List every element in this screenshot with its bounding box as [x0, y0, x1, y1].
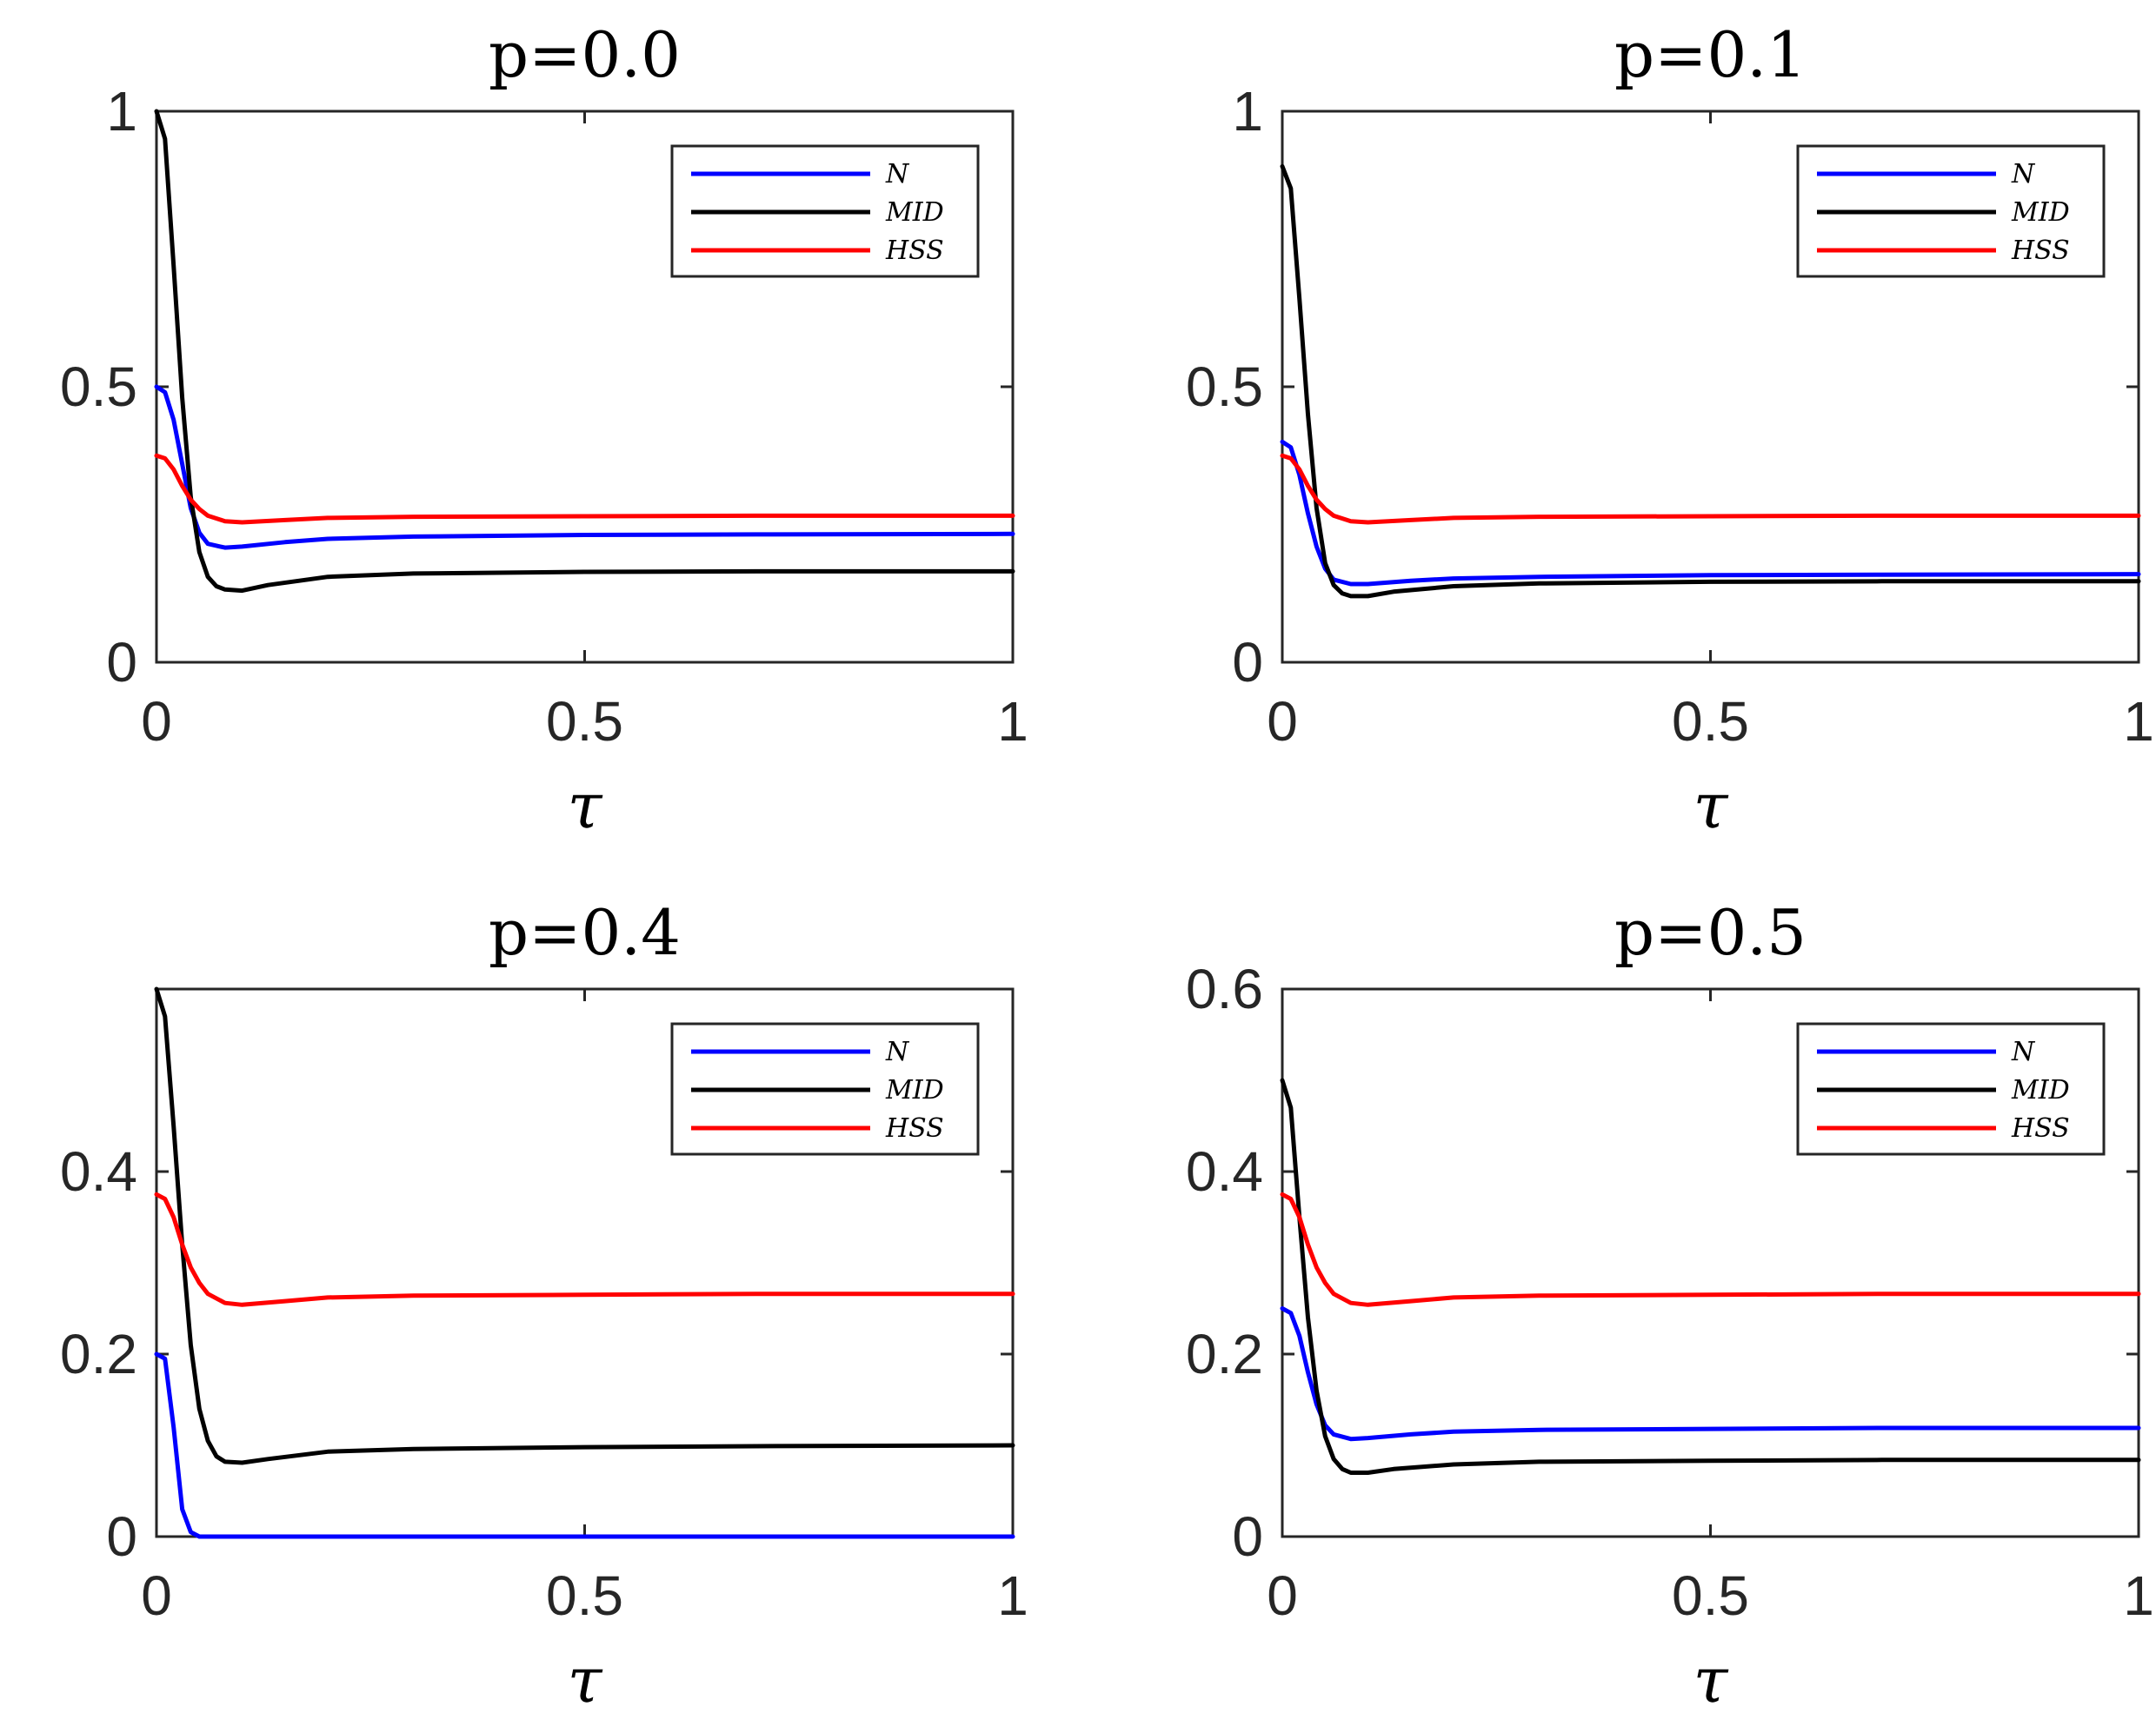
y-tick-label: 0.2 — [60, 1323, 137, 1385]
y-tick-label: 0.6 — [1186, 958, 1263, 1020]
legend-label-hss: HSS — [2011, 1113, 2070, 1144]
x-axis-label: τ — [568, 769, 603, 842]
y-tick-label: 0 — [1232, 1505, 1263, 1568]
series-line-hss — [154, 1192, 1015, 1307]
y-tick-label: 0 — [106, 631, 137, 694]
series-line-mid — [1280, 163, 2141, 599]
chart-panel-2: p=0.1 0 0.5 1 0 0.5 1 τ N MID HSS — [1186, 18, 2154, 842]
x-tick-label: 0.5 — [546, 690, 623, 753]
chart-panel-3: p=0.4 0 0.5 1 0 0.2 0.4 τ N MID HSS — [60, 896, 1028, 1716]
chart-title: p=0.4 — [489, 896, 681, 969]
legend-label-n: N — [2011, 159, 2036, 189]
legend-label-mid: MID — [2011, 197, 2070, 228]
legend-label-hss: HSS — [885, 236, 944, 266]
chart-panel-1: p=0.0 0 0.5 1 0 0.5 1 τ N MID HSS — [60, 18, 1028, 842]
x-tick-label: 0 — [141, 690, 172, 753]
legend-label-hss: HSS — [2011, 236, 2070, 266]
series-line-n — [1280, 1306, 2141, 1442]
chart-title: p=0.1 — [1614, 18, 1807, 91]
x-tick-label: 0 — [141, 1564, 172, 1627]
x-axis-label: τ — [1694, 769, 1729, 842]
y-tick-label: 0.4 — [1186, 1140, 1263, 1203]
series-line-hss — [1280, 453, 2141, 525]
legend-label-n: N — [2011, 1037, 2036, 1067]
legend: N MID HSS — [670, 1022, 980, 1156]
x-axis-label: τ — [568, 1643, 603, 1716]
y-tick-label: 1 — [1232, 80, 1263, 143]
chart-panel-4: p=0.5 0 0.5 1 0 0.2 0.4 0.6 τ N MID HSS — [1186, 896, 2154, 1716]
y-tick-label: 1 — [106, 80, 137, 143]
series-line-hss — [1280, 1192, 2141, 1307]
series-line-n — [154, 384, 1015, 550]
series-line-hss — [154, 453, 1015, 525]
x-tick-label: 1 — [2123, 1564, 2154, 1627]
x-tick-label: 1 — [2123, 690, 2154, 753]
y-tick-label: 0.5 — [60, 355, 137, 418]
x-tick-label: 0.5 — [546, 1564, 623, 1627]
x-tick-label: 0.5 — [1672, 690, 1749, 753]
chart-title: p=0.5 — [1614, 896, 1807, 969]
legend-label-mid: MID — [885, 197, 944, 228]
legend-label-mid: MID — [2011, 1075, 2070, 1106]
legend-label-n: N — [885, 159, 910, 189]
x-tick-label: 1 — [997, 1564, 1028, 1627]
legend: N MID HSS — [1796, 1022, 2106, 1156]
y-tick-label: 0.2 — [1186, 1323, 1263, 1385]
series-line-mid — [154, 986, 1015, 1465]
y-tick-label: 0.5 — [1186, 355, 1263, 418]
x-axis-label: τ — [1694, 1643, 1729, 1716]
legend-label-n: N — [885, 1037, 910, 1067]
series-line-mid — [154, 109, 1015, 594]
series-line-mid — [1280, 1078, 2141, 1475]
y-tick-label: 0.4 — [60, 1140, 137, 1203]
y-tick-label: 0 — [106, 1505, 137, 1568]
y-tick-label: 0 — [1232, 631, 1263, 694]
legend-label-mid: MID — [885, 1075, 944, 1106]
chart-title: p=0.0 — [489, 18, 681, 91]
x-tick-label: 0.5 — [1672, 1564, 1749, 1627]
legend: N MID HSS — [670, 144, 980, 278]
x-tick-label: 1 — [997, 690, 1028, 753]
series-line-n — [1280, 439, 2141, 587]
legend: N MID HSS — [1796, 144, 2106, 278]
x-tick-label: 0 — [1267, 690, 1298, 753]
x-tick-label: 0 — [1267, 1564, 1298, 1627]
legend-label-hss: HSS — [885, 1113, 944, 1144]
series-line-n — [154, 1351, 1015, 1539]
